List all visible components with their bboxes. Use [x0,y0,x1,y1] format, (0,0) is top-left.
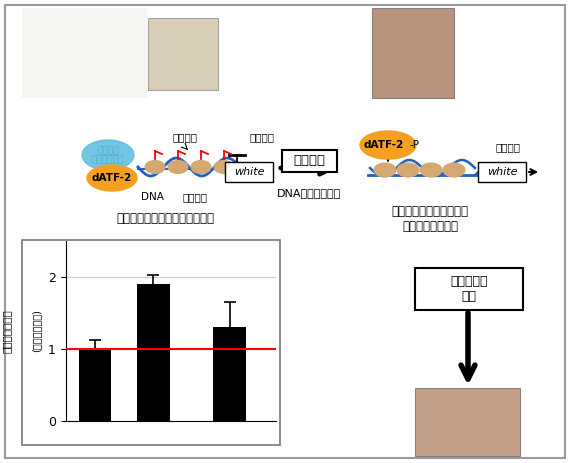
Ellipse shape [420,163,442,177]
Bar [282,150,337,172]
Bar [214,327,246,421]
Text: 次世代への
遣伝: 次世代への 遣伝 [450,275,488,303]
Bar [22,240,280,445]
Bar [137,284,169,421]
Ellipse shape [87,165,137,191]
Text: （弛緩した構造）: （弛緩した構造） [402,220,458,233]
Bar [22,8,147,98]
Text: dATF-2: dATF-2 [364,140,404,150]
Ellipse shape [82,140,134,170]
Bar [415,388,520,456]
Text: ヒストン: ヒストン [182,192,207,202]
Bar [148,18,218,90]
Bar [79,349,111,421]
Ellipse shape [214,161,234,174]
Bar [478,162,526,182]
Bar [225,162,273,182]
Ellipse shape [443,163,465,177]
Text: DNA: DNA [141,192,164,202]
Text: ヘテロクロマチンの破壊: ヘテロクロマチンの破壊 [392,205,469,218]
Ellipse shape [374,163,396,177]
Text: ヘテロクロマチン（固い構造）: ヘテロクロマチン（固い構造） [116,212,214,225]
Text: dATF-2: dATF-2 [92,173,132,183]
Text: white: white [234,167,264,177]
Text: 眼の赤色色素量: 眼の赤色色素量 [2,309,11,353]
Ellipse shape [360,131,416,159]
Text: -P: -P [410,140,420,150]
Ellipse shape [168,161,188,174]
Text: ヒストン: ヒストン [97,146,119,156]
Text: DNA配列変化なし: DNA配列変化なし [277,188,341,198]
Text: メチル化: メチル化 [173,132,197,142]
Ellipse shape [397,163,419,177]
Ellipse shape [191,161,211,174]
Ellipse shape [145,161,165,174]
Text: メチル化酵素: メチル化酵素 [92,156,124,164]
Text: 転写抑制: 転写抑制 [250,132,275,142]
Text: (遣伝子発現量): (遣伝子発現量) [31,310,41,352]
Text: 転写誘導: 転写誘導 [495,142,520,152]
Bar [372,8,454,98]
Text: white: white [487,167,517,177]
Text: ストレス: ストレス [293,155,325,168]
Bar [415,268,523,310]
